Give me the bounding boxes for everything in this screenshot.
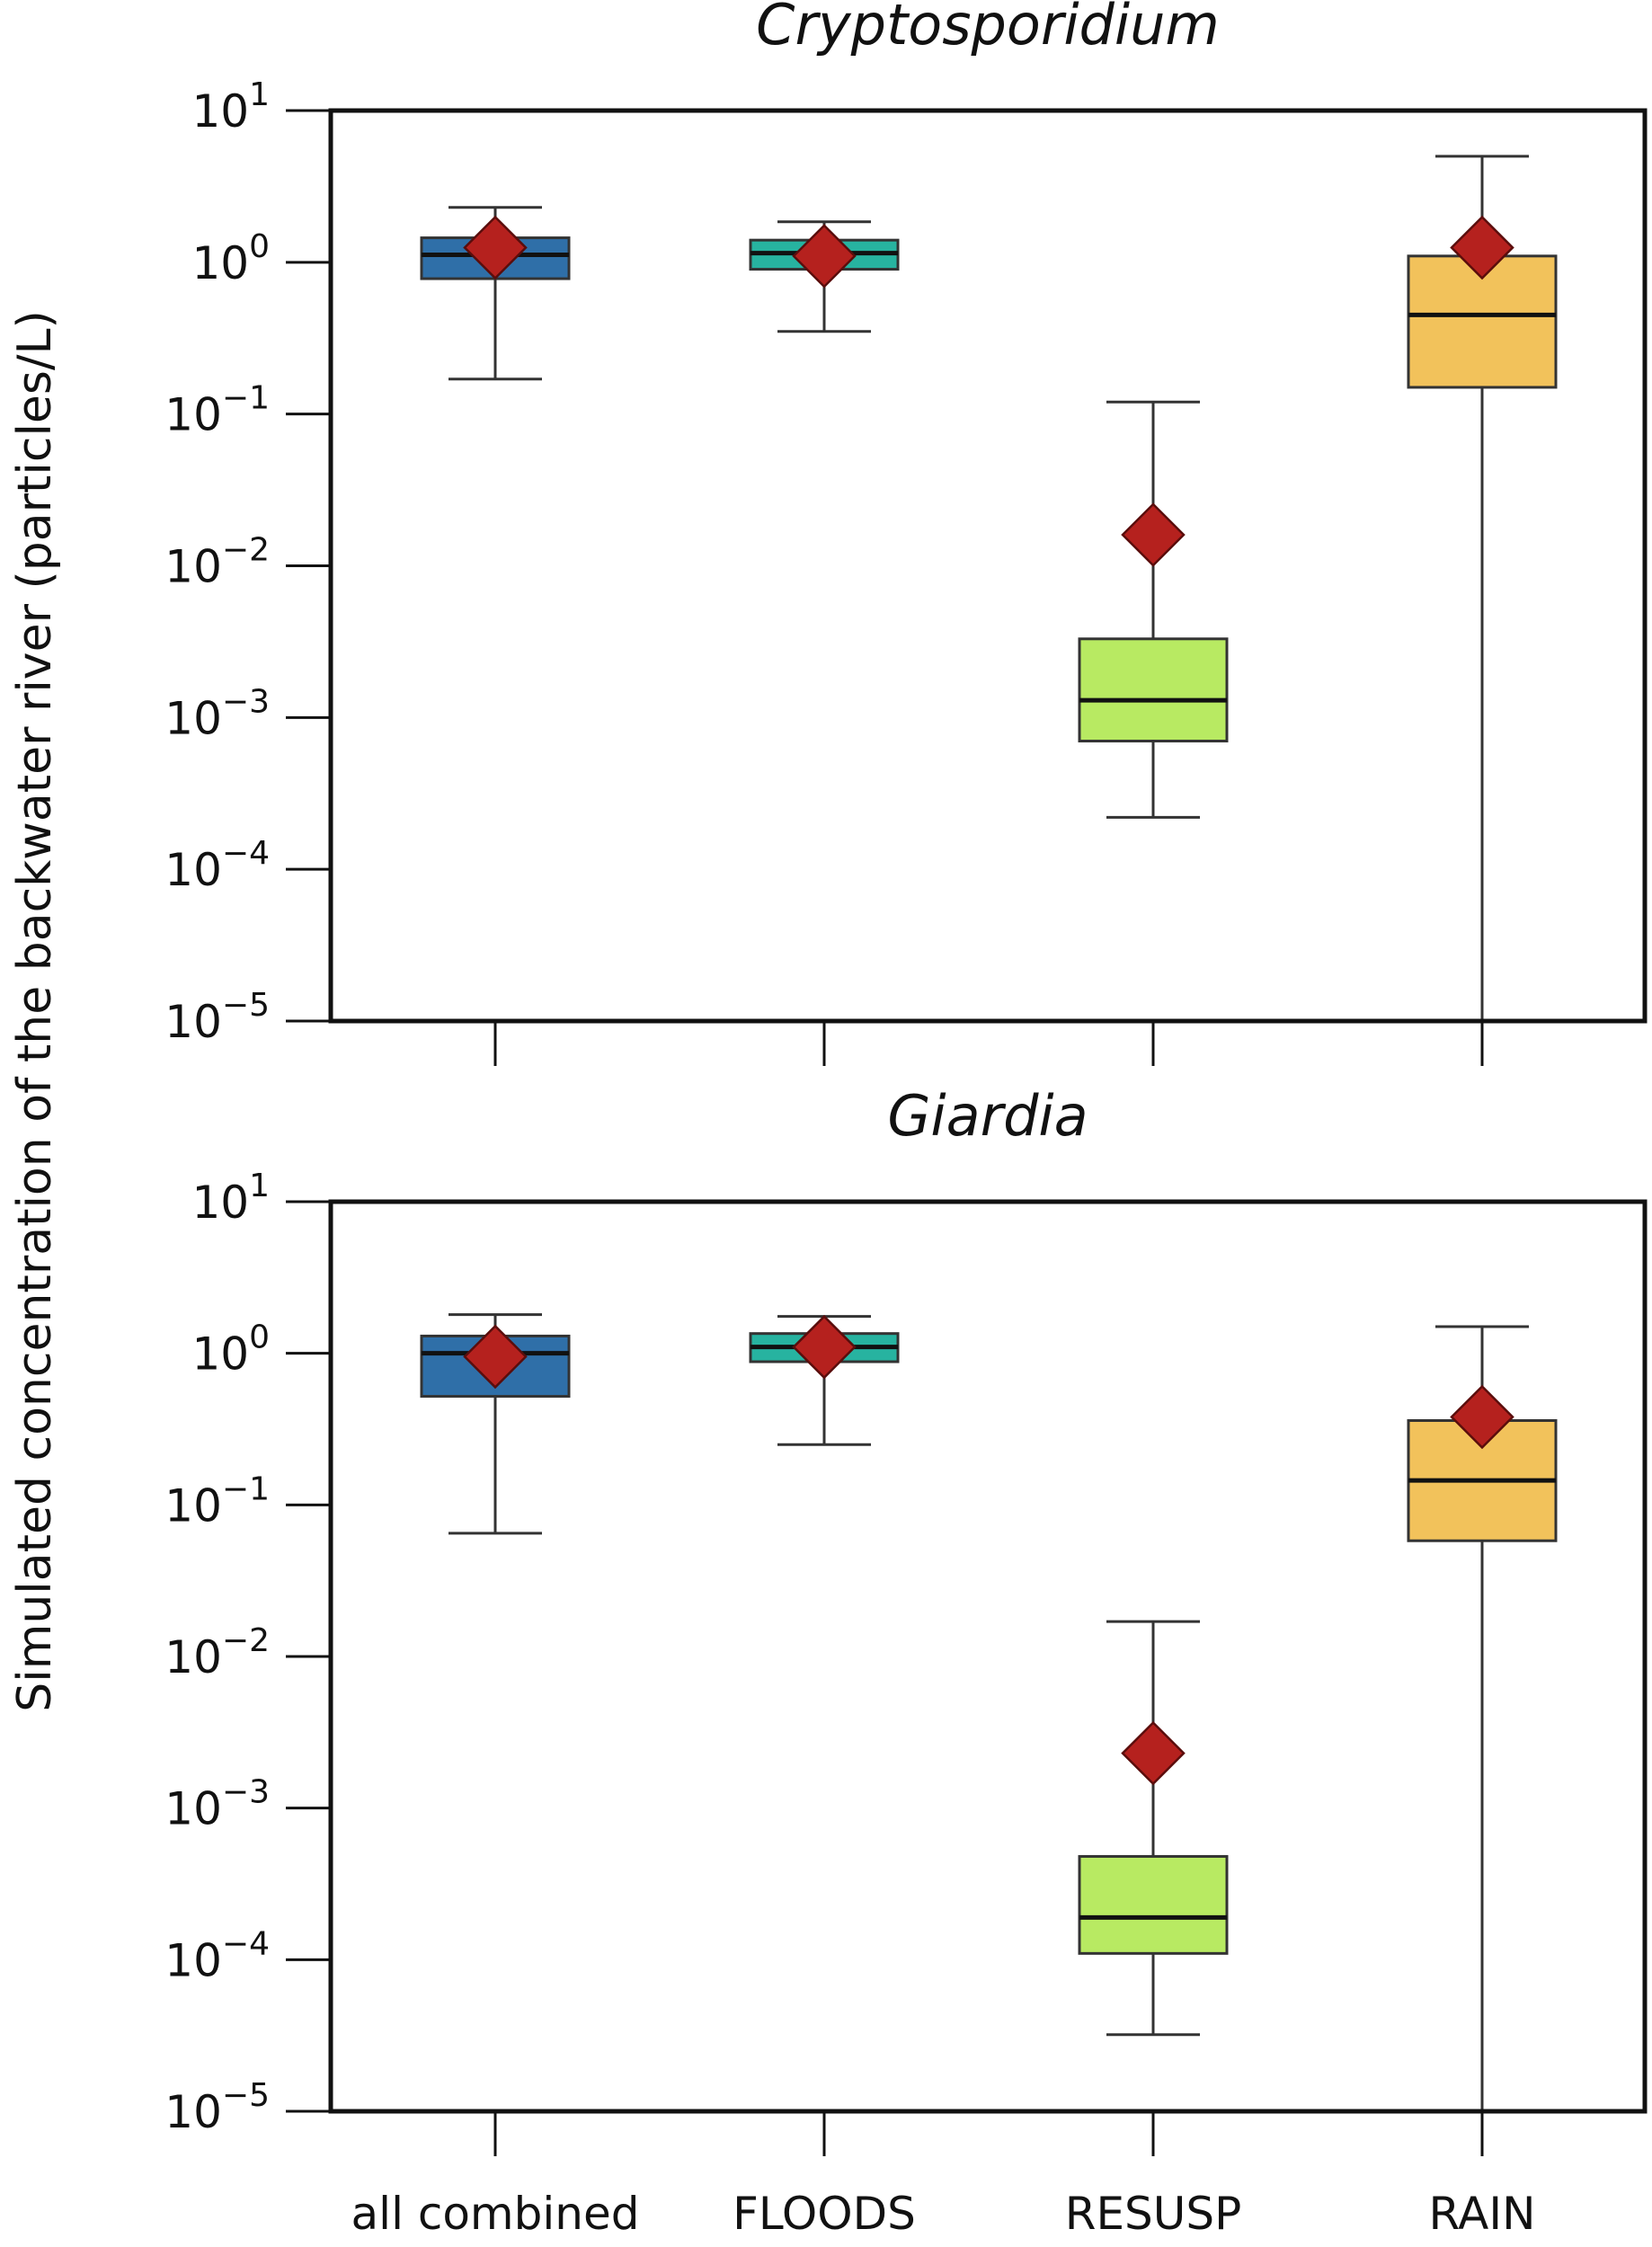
iqr-box xyxy=(1078,637,1229,742)
y-tick-label: 10−2 xyxy=(164,1622,270,1683)
x-category-labels: all combined FLOODS RESUSP RAIN xyxy=(351,2188,1536,2240)
x-category-label: FLOODS xyxy=(733,2188,916,2240)
y-tick-label: 10−3 xyxy=(164,683,270,744)
box-all-combined xyxy=(420,206,571,381)
panels: Cryptosporidium 101 100 10−1 10−2 10−3 10−4 10−… xyxy=(164,0,1648,2240)
y-tick-label: 100 xyxy=(191,228,270,289)
panel-title: Giardia xyxy=(887,1083,1088,1149)
mean-marker xyxy=(463,215,528,280)
mean-marker xyxy=(792,224,857,289)
y-tick-label: 10−5 xyxy=(164,2077,270,2138)
box-all-combined xyxy=(420,1313,571,1535)
panel-2: Giardia 101 100 10−1 10−2 10−3 10−4 10−5 xyxy=(164,1083,1648,2156)
mean-marker xyxy=(1450,1384,1514,1450)
y-tick-label: 10−4 xyxy=(164,835,270,896)
box-resusp xyxy=(1078,1620,1229,2037)
panel-title: Cryptosporidium xyxy=(756,0,1220,58)
box-floods xyxy=(749,1314,900,1446)
mean-marker xyxy=(1121,1720,1186,1786)
y-tick-label: 10−3 xyxy=(164,1774,270,1835)
mean-marker xyxy=(1450,215,1514,280)
y-tick-label: 10−5 xyxy=(164,987,270,1048)
mean-marker xyxy=(463,1324,528,1390)
y-tick-label: 100 xyxy=(191,1319,270,1381)
x-category-label: RAIN xyxy=(1428,2188,1535,2240)
plot-frame xyxy=(328,1199,1648,2114)
plot-frame xyxy=(328,108,1648,1024)
box-rain xyxy=(1407,155,1558,1021)
y-tick-label: 10−1 xyxy=(164,380,270,441)
y-axis-label: Simulated concentration of the backwater… xyxy=(8,310,62,1712)
x-category-label: all combined xyxy=(351,2188,640,2240)
y-tick-label: 10−1 xyxy=(164,1470,270,1532)
y-tick-label: 101 xyxy=(191,76,270,138)
mean-marker xyxy=(1121,502,1186,567)
iqr-box xyxy=(1078,1854,1229,1955)
y-tick-label: 10−2 xyxy=(164,532,270,593)
mean-marker xyxy=(792,1314,857,1380)
box-floods xyxy=(749,220,900,333)
box-resusp xyxy=(1078,400,1229,819)
panel-1: Cryptosporidium 101 100 10−1 10−2 10−3 10−4 10−… xyxy=(164,0,1648,1066)
box-rain xyxy=(1407,1325,1558,2111)
y-tick-label: 101 xyxy=(191,1168,270,1229)
y-tick-label: 10−4 xyxy=(164,1925,270,1986)
x-category-label: RESUSP xyxy=(1065,2188,1242,2240)
